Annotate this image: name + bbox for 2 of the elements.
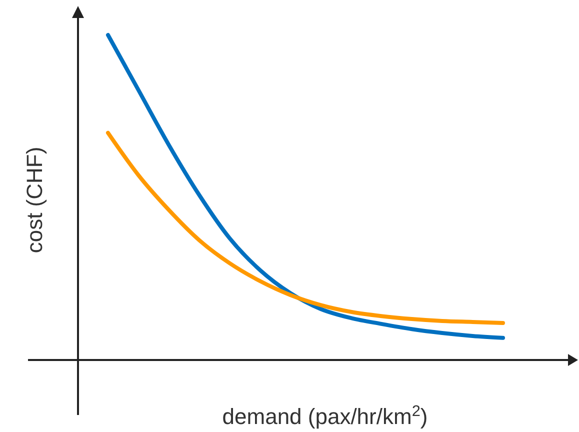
y-axis-title: cost (CHF) xyxy=(22,146,47,254)
x-axis-title: demand (pax/hr/km$^{2}$) xyxy=(222,402,428,429)
